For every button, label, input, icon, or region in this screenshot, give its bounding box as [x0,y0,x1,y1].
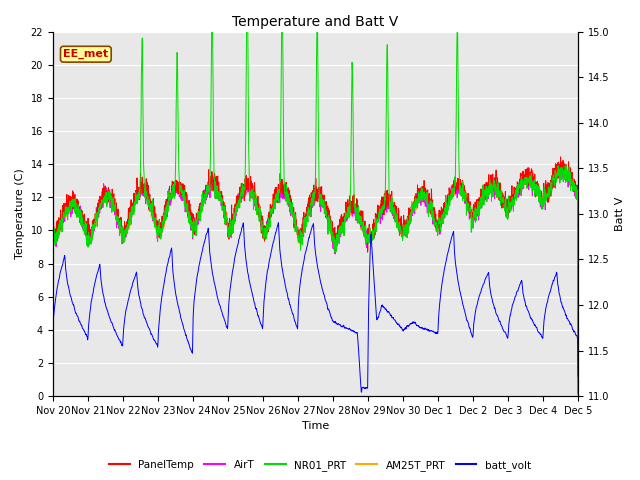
Y-axis label: Temperature (C): Temperature (C) [15,168,25,259]
Title: Temperature and Batt V: Temperature and Batt V [232,15,399,29]
X-axis label: Time: Time [302,421,329,432]
Legend: PanelTemp, AirT, NR01_PRT, AM25T_PRT, batt_volt: PanelTemp, AirT, NR01_PRT, AM25T_PRT, ba… [105,456,535,475]
Y-axis label: Batt V: Batt V [615,197,625,231]
Text: EE_met: EE_met [63,49,108,60]
